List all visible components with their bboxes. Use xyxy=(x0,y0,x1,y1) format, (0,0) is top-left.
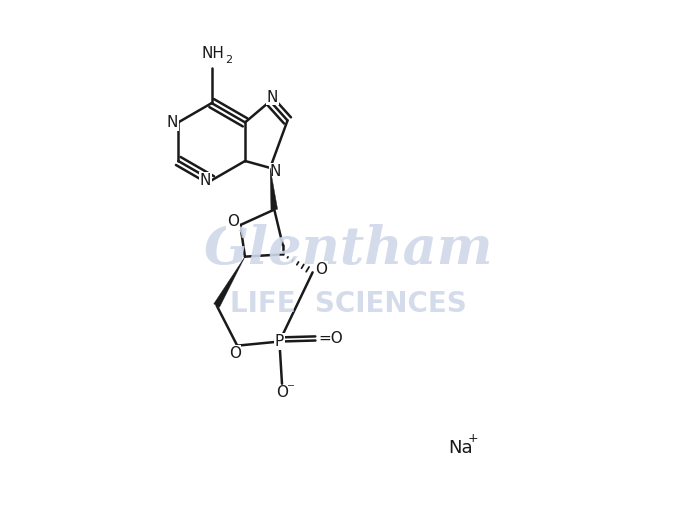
Text: O: O xyxy=(227,214,239,229)
Text: +: + xyxy=(468,432,478,445)
Text: N: N xyxy=(166,115,177,130)
Text: ⁻: ⁻ xyxy=(287,381,295,396)
Text: N: N xyxy=(269,163,281,178)
Polygon shape xyxy=(270,168,278,210)
Text: Glentham: Glentham xyxy=(203,224,493,275)
Text: NH: NH xyxy=(201,46,224,61)
Text: N: N xyxy=(200,173,211,188)
Text: =O: =O xyxy=(318,331,342,346)
Text: P: P xyxy=(275,334,284,349)
Polygon shape xyxy=(214,257,245,307)
Text: O: O xyxy=(315,262,327,277)
Text: O: O xyxy=(229,346,241,361)
Text: LIFE  SCIENCES: LIFE SCIENCES xyxy=(230,290,466,318)
Text: 2: 2 xyxy=(225,55,232,65)
Text: N: N xyxy=(267,89,278,105)
Text: O: O xyxy=(276,385,288,400)
Text: Na: Na xyxy=(448,439,473,457)
